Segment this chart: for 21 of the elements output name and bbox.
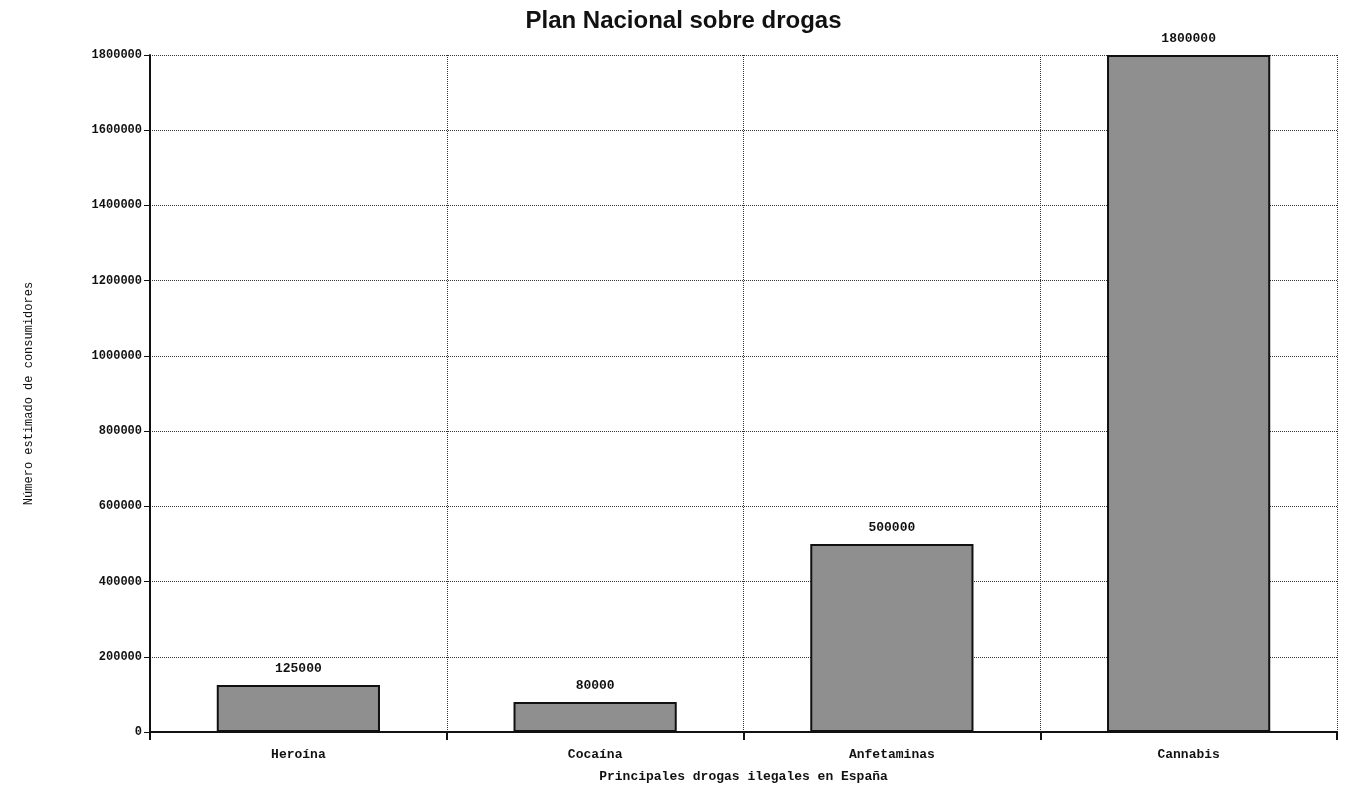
- data-label: 80000: [575, 677, 615, 693]
- y-tick-label: 0: [134, 725, 142, 739]
- chart-title: Plan Nacional sobre drogas: [525, 5, 842, 33]
- y-tick-label: 1800000: [91, 48, 142, 62]
- x-tick-label: Anfetaminas: [848, 747, 935, 762]
- x-tick-label: Heroína: [271, 747, 326, 762]
- y-tick-label: 400000: [98, 574, 142, 589]
- y-tick-label: 1400000: [91, 198, 142, 213]
- x-tick-label: Cannabis: [1157, 747, 1221, 762]
- x-tick-label: Cocaína: [567, 747, 623, 762]
- y-axis-title: Número estimado de consumidores: [22, 281, 36, 506]
- y-tick-label: 1200000: [91, 273, 142, 288]
- data-label: 125000: [274, 660, 322, 676]
- y-tick-label: 1600000: [91, 123, 142, 138]
- y-tick-label: 800000: [98, 424, 142, 439]
- data-label: 1800000: [1161, 31, 1217, 46]
- x-axis-title: Principales drogas ilegales en España: [599, 769, 889, 784]
- y-tick-label: 200000: [98, 649, 142, 664]
- y-tick-label: 1000000: [91, 348, 142, 363]
- y-tick-label: 600000: [98, 499, 142, 514]
- data-label: 500000: [868, 519, 916, 535]
